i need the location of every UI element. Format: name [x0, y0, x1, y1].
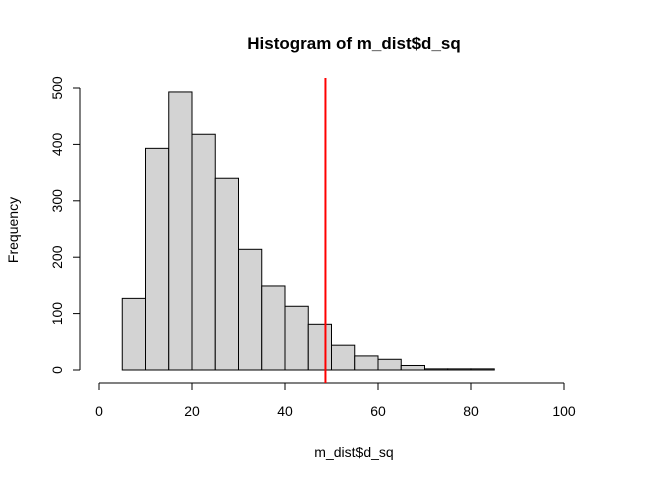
y-axis: 0 100 200 300 400 500	[49, 76, 81, 374]
histogram-bar-5-10	[121, 297, 146, 371]
histogram-bar-45-50	[307, 323, 332, 371]
histogram-bar-25-30	[214, 177, 239, 371]
x-tick-label-60: 60	[370, 403, 386, 419]
histogram-bar-70-75	[424, 368, 449, 371]
y-tick-label-100: 100	[49, 302, 65, 326]
bars-group	[121, 91, 495, 371]
histogram-bar-50-55	[331, 344, 356, 371]
y-tick-label-0: 0	[49, 366, 65, 374]
histogram-bar-15-20	[168, 91, 193, 371]
x-tick-label-20: 20	[184, 403, 200, 419]
x-tick-label-100: 100	[552, 403, 576, 419]
histogram-bar-40-45	[284, 305, 309, 371]
histogram-bar-75-80	[447, 368, 472, 371]
histogram-bar-65-70	[400, 364, 425, 371]
histogram-bar-60-65	[377, 358, 402, 371]
histogram-bar-35-40	[261, 285, 286, 371]
chart-title: Histogram of m_dist$d_sq	[247, 34, 461, 53]
y-axis-label: Frequency	[5, 197, 21, 263]
x-tick-label-0: 0	[95, 403, 103, 419]
x-tick-label-80: 80	[463, 403, 479, 419]
y-tick-label-500: 500	[49, 76, 65, 100]
histogram-bar-20-25	[191, 133, 216, 371]
y-tick-label-300: 300	[49, 189, 65, 213]
x-axis-label: m_dist$d_sq	[314, 444, 393, 460]
histogram-bar-80-85	[470, 368, 495, 371]
histogram-bar-55-60	[354, 355, 379, 371]
histogram-bar-30-35	[238, 248, 263, 371]
histogram-bar-10-15	[145, 147, 170, 371]
y-tick-label-400: 400	[49, 133, 65, 157]
x-tick-label-40: 40	[277, 403, 293, 419]
x-axis: 0 20 40 60 80 100	[95, 382, 576, 419]
y-tick-label-200: 200	[49, 245, 65, 269]
